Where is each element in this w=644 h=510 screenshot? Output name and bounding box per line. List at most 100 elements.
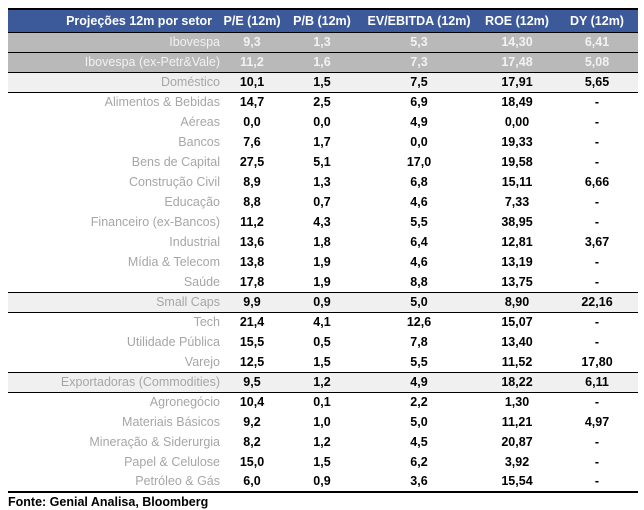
- metric-value: -: [594, 395, 600, 409]
- metric-value: 5,5: [410, 354, 428, 369]
- metric-value: 5,08: [584, 54, 610, 69]
- table-row: Exportadoras (Commodities) 9,5 1,2 4,9 18,22…: [8, 372, 638, 392]
- metric-value: 11,2: [240, 54, 264, 69]
- metric-value: 9,5: [243, 374, 261, 389]
- metric-value: -: [594, 254, 600, 269]
- sector-label: Small Caps: [156, 294, 220, 309]
- column-header-ev-ebitda: EV/EBITDA (12m): [360, 9, 478, 32]
- metric-value: 5,0: [410, 294, 428, 309]
- sector-label: Ibovespa (ex-Petr&Vale): [84, 54, 220, 69]
- metric-value: 18,22: [501, 374, 533, 389]
- metric-value: -: [594, 315, 600, 329]
- table-row: Industrial 13,6 1,8 6,4 12,81 3,67: [8, 232, 638, 252]
- sector-label: Tech: [193, 315, 220, 329]
- metric-value: 4,9: [410, 114, 428, 129]
- metric-value: 0,0: [410, 134, 428, 149]
- metric-value: 17,0: [406, 154, 432, 169]
- metric-value: 13,8: [239, 254, 265, 269]
- metric-value: 4,9: [410, 374, 428, 389]
- metric-value: 1,6: [313, 54, 331, 69]
- metric-value: 18,49: [501, 95, 533, 109]
- metric-value: -: [594, 434, 600, 449]
- metric-value: 3,6: [410, 474, 428, 489]
- table-header-row: Projeções 12m por setor P/E (12m) P/B (1…: [8, 9, 638, 32]
- metric-value: 1,9: [313, 274, 331, 289]
- sector-label: Saúde: [183, 274, 220, 289]
- sector-label: Alimentos & Bebidas: [104, 95, 220, 109]
- metric-value: -: [594, 214, 600, 229]
- table-body: Ibovespa 9,3 1,3 5,3 14,30 6,41 Ibovespa (ex-P…: [8, 32, 638, 492]
- metric-value: 7,6: [243, 134, 261, 149]
- metric-value: 6,41: [584, 34, 610, 49]
- metric-value: 11,2: [240, 214, 264, 229]
- metric-value: 0,9: [313, 474, 331, 489]
- metric-value: 3,92: [504, 454, 530, 469]
- metric-value: 1,5: [313, 354, 331, 369]
- column-header-pe: P/E (12m): [220, 9, 284, 32]
- table-row: Mineração & Siderurgia 8,2 1,2 4,5 20,87 -: [8, 432, 638, 452]
- metric-value: 6,2: [410, 454, 428, 469]
- table-title: Projeções 12m por setor: [8, 9, 220, 32]
- metric-value: -: [594, 134, 600, 149]
- metric-value: 19,33: [501, 134, 533, 149]
- table-row: Saúde 17,8 1,9 8,8 13,75 -: [8, 272, 638, 292]
- metric-value: 14,30: [501, 34, 533, 49]
- metric-value: -: [594, 194, 600, 209]
- sector-label: Materiais Básicos: [122, 414, 220, 429]
- sector-label: Financeiro (ex-Bancos): [90, 214, 220, 229]
- sector-label: Construção Civil: [128, 174, 220, 189]
- metric-value: 12,81: [501, 234, 533, 249]
- table-row: Bancos 7,6 1,7 0,0 19,33 -: [8, 132, 638, 152]
- sector-label: Industrial: [169, 234, 220, 249]
- metric-value: 1,5: [313, 454, 331, 469]
- metric-value: 1,9: [313, 254, 331, 269]
- sector-label: Petróleo & Gás: [135, 474, 220, 489]
- metric-value: 21,4: [239, 315, 265, 329]
- metric-value: 19,58: [501, 154, 533, 169]
- metric-value: -: [594, 154, 600, 169]
- metric-value: 12,5: [239, 354, 265, 369]
- metric-value: 7,3: [410, 54, 428, 69]
- metric-value: -: [594, 334, 600, 349]
- metric-value: 4,5: [410, 434, 428, 449]
- sector-label: Ibovespa: [169, 34, 220, 49]
- table-row: Financeiro (ex-Bancos) 11,2 4,3 5,5 38,95 -: [8, 212, 638, 232]
- table-row: Educação 8,8 0,7 4,6 7,33 -: [8, 192, 638, 212]
- metric-value: 1,7: [313, 134, 331, 149]
- metric-value: 1,5: [313, 74, 331, 89]
- metric-value: 6,8: [410, 174, 428, 189]
- metric-value: 15,5: [239, 334, 265, 349]
- metric-value: 0,5: [313, 334, 331, 349]
- metric-value: 1,3: [313, 174, 331, 189]
- metric-value: 4,97: [584, 414, 610, 429]
- metric-value: 14,7: [239, 95, 265, 109]
- metric-value: 22,16: [581, 294, 613, 309]
- metric-value: 9,9: [243, 294, 261, 309]
- table-row: Petróleo & Gás 6,0 0,9 3,6 15,54 -: [8, 472, 638, 492]
- table-row: Agronegócio 10,4 0,1 2,2 1,30 -: [8, 392, 638, 412]
- metric-value: 0,1: [313, 395, 331, 409]
- sector-label: Bancos: [178, 134, 220, 149]
- sector-label: Varejo: [184, 354, 220, 369]
- metric-value: 6,66: [584, 174, 610, 189]
- metric-value: 13,19: [501, 254, 533, 269]
- metric-value: 7,5: [410, 74, 428, 89]
- sector-label: Agronegócio: [149, 395, 220, 409]
- metric-value: 27,5: [239, 154, 265, 169]
- metric-value: 1,2: [313, 374, 331, 389]
- table-row: Varejo 12,5 1,5 5,5 11,52 17,80: [8, 352, 638, 372]
- metric-value: 20,87: [501, 434, 533, 449]
- sector-label: Bens de Capital: [131, 154, 220, 169]
- metric-value: 6,0: [243, 474, 261, 489]
- metric-value: 6,4: [410, 234, 428, 249]
- metric-value: 5,3: [410, 34, 428, 49]
- metric-value: 8,8: [243, 194, 261, 209]
- metric-value: 3,67: [584, 234, 610, 249]
- metric-value: 0,7: [313, 194, 331, 209]
- metric-value: 8,2: [243, 434, 261, 449]
- table-row: Construção Civil 8,9 1,3 6,8 15,11 6,66: [8, 172, 638, 192]
- metric-value: 13,6: [239, 234, 265, 249]
- metric-value: 13,40: [501, 334, 533, 349]
- table-row: Mídia & Telecom 13,8 1,9 4,6 13,19 -: [8, 252, 638, 272]
